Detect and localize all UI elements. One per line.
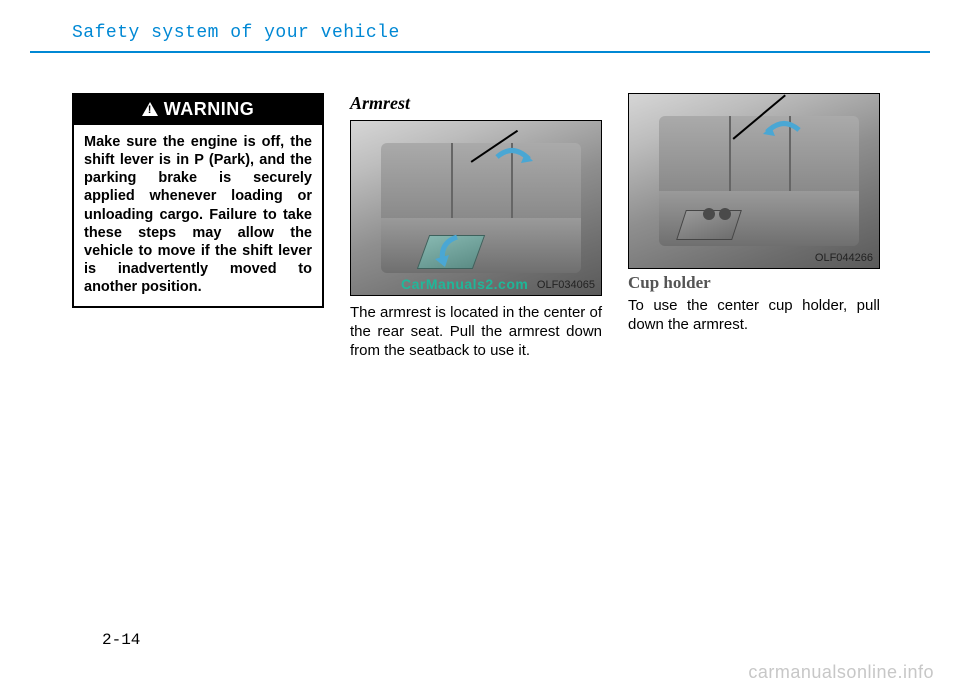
- figure-code: OLF044266: [815, 252, 873, 264]
- section-title: Safety system of your vehicle: [72, 23, 400, 43]
- column-2: Armrest CarManuals2.: [350, 93, 602, 360]
- header-rule: [30, 51, 930, 53]
- cupholder-figure: OLF044266: [628, 93, 880, 269]
- content-area: WARNING Make sure the engine is off, the…: [30, 61, 930, 360]
- page-header: Safety system of your vehicle: [30, 15, 930, 61]
- figure-code: OLF034065: [537, 279, 595, 291]
- armrest-figure: CarManuals2.com OLF034065: [350, 120, 602, 296]
- cupholder-body-text: To use the center cup holder, pull down …: [628, 297, 880, 335]
- manual-page: Safety system of your vehicle WARNING Ma…: [30, 15, 930, 675]
- page-number: 2-14: [102, 631, 140, 649]
- footer-watermark: carmanualsonline.info: [748, 662, 934, 683]
- warning-heading: WARNING: [74, 95, 322, 125]
- armrest-body-text: The armrest is located in the center of …: [350, 304, 602, 360]
- warning-label: WARNING: [164, 99, 255, 120]
- figure-watermark: CarManuals2.com: [401, 276, 528, 292]
- column-1: WARNING Make sure the engine is off, the…: [72, 93, 324, 360]
- column-3: OLF044266 Cup holder To use the center c…: [628, 93, 880, 360]
- arrow-top-icon: [761, 120, 805, 156]
- cupholder-heading: Cup holder: [628, 273, 880, 293]
- arrow-top-icon: [491, 147, 535, 183]
- warning-triangle-icon: [142, 102, 158, 116]
- warning-box: WARNING Make sure the engine is off, the…: [72, 93, 324, 308]
- warning-body-text: Make sure the engine is off, the shift l…: [74, 125, 322, 306]
- arrow-down-icon: [433, 233, 467, 269]
- armrest-heading: Armrest: [350, 93, 602, 114]
- cupholder-illustration: [703, 208, 715, 220]
- seat-illustration: [381, 143, 581, 273]
